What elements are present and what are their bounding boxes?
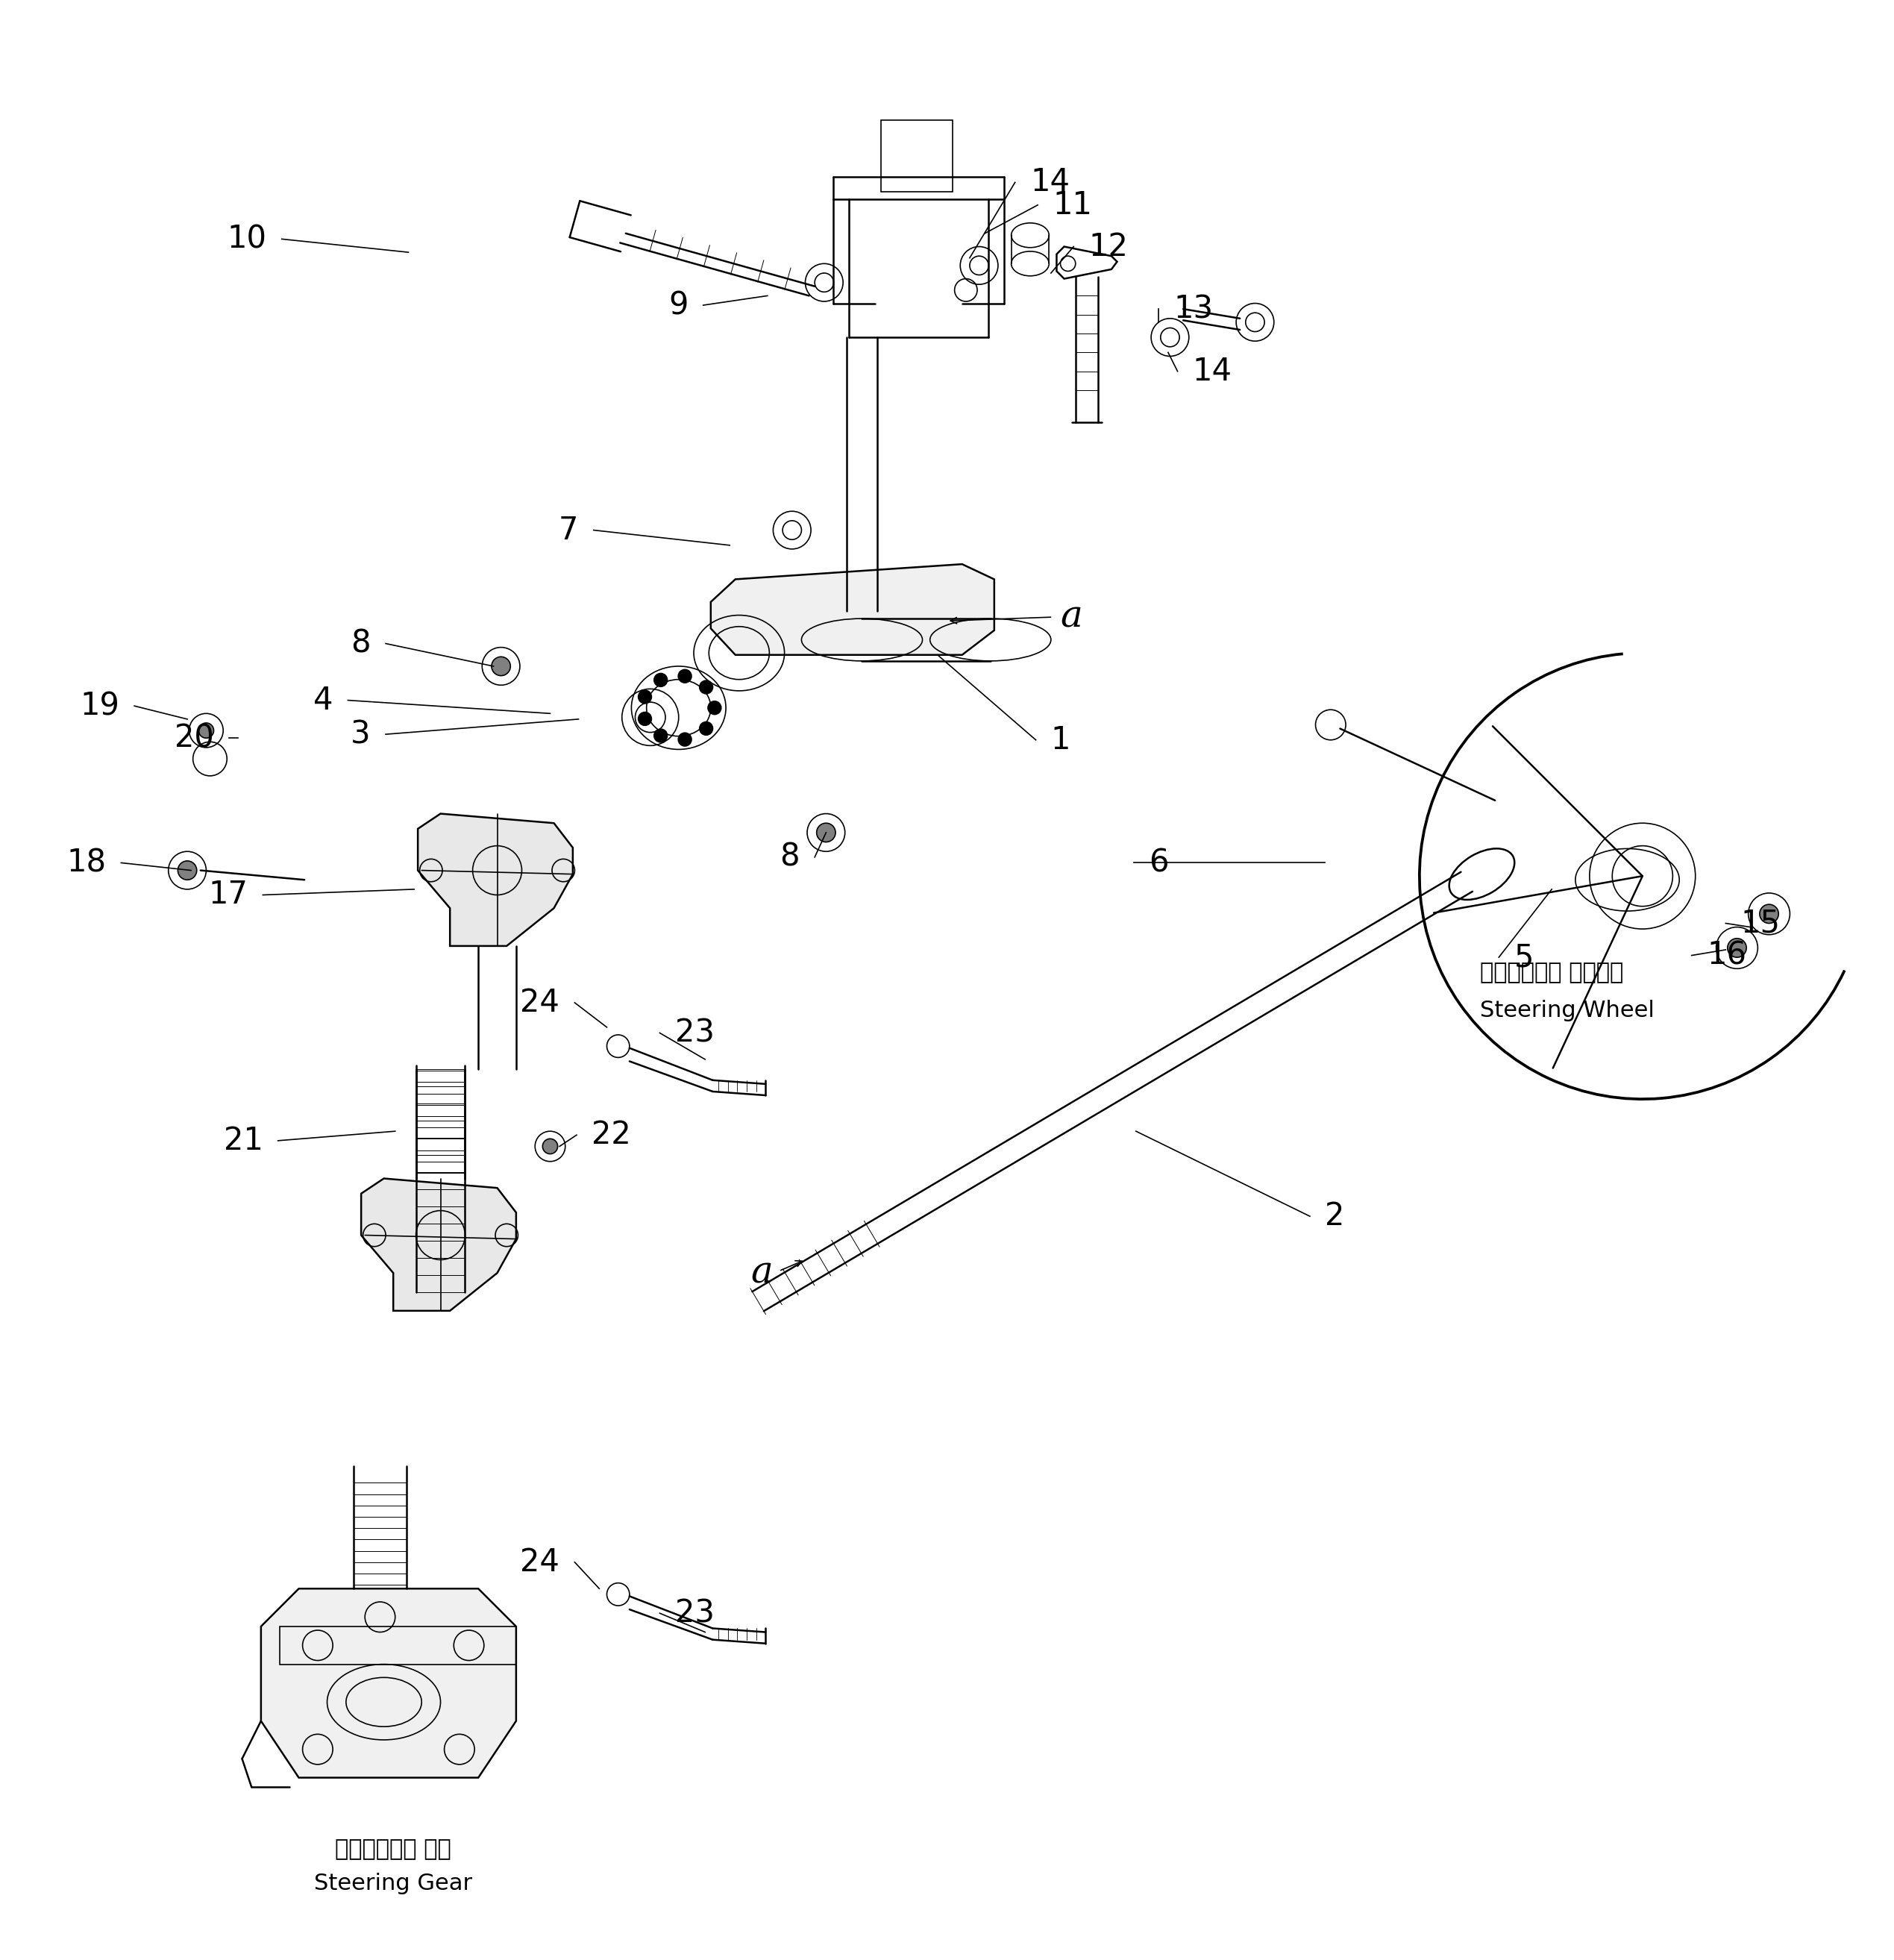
Text: 20: 20	[174, 723, 214, 755]
Text: 11: 11	[1053, 190, 1093, 221]
Circle shape	[653, 674, 667, 686]
Text: 8: 8	[780, 841, 799, 872]
Circle shape	[1760, 904, 1778, 923]
Text: 6: 6	[1150, 847, 1169, 878]
Text: 23: 23	[674, 1597, 714, 1629]
Text: 14: 14	[1193, 355, 1233, 386]
Text: ステアリング ホィール: ステアリング ホィール	[1479, 962, 1623, 984]
Polygon shape	[362, 1178, 515, 1311]
Text: 5: 5	[1513, 941, 1534, 972]
Bar	[280, 1627, 515, 1664]
Text: 24: 24	[521, 988, 559, 1019]
Text: ステアリング ギア: ステアリング ギア	[335, 1838, 451, 1860]
Text: 13: 13	[1174, 294, 1214, 325]
Circle shape	[638, 690, 652, 704]
Text: 19: 19	[80, 690, 119, 721]
Circle shape	[542, 1139, 557, 1154]
Text: 15: 15	[1741, 907, 1780, 939]
Text: 9: 9	[669, 290, 688, 321]
Text: 21: 21	[223, 1125, 263, 1156]
Circle shape	[199, 723, 214, 739]
Text: 23: 23	[674, 1017, 714, 1049]
Circle shape	[816, 823, 835, 843]
Circle shape	[638, 711, 652, 725]
Circle shape	[1727, 939, 1746, 956]
Text: Steering Wheel: Steering Wheel	[1479, 1000, 1653, 1021]
Text: 14: 14	[1030, 167, 1070, 198]
Text: 2: 2	[1326, 1201, 1345, 1233]
Circle shape	[492, 657, 511, 676]
Circle shape	[678, 670, 691, 682]
Bar	[881, 120, 953, 192]
Polygon shape	[1057, 247, 1117, 278]
Text: 1: 1	[1051, 725, 1070, 757]
Text: 7: 7	[559, 514, 578, 545]
Polygon shape	[261, 1590, 515, 1778]
Circle shape	[699, 680, 712, 694]
Circle shape	[178, 860, 197, 880]
Text: 3: 3	[350, 719, 371, 751]
Text: 24: 24	[521, 1546, 559, 1578]
Text: 10: 10	[227, 223, 267, 255]
Circle shape	[678, 733, 691, 747]
Circle shape	[653, 729, 667, 743]
Circle shape	[699, 721, 712, 735]
Text: 18: 18	[66, 847, 106, 878]
Text: a: a	[1061, 598, 1083, 635]
Text: 12: 12	[1089, 231, 1129, 263]
Text: 4: 4	[313, 684, 333, 715]
Polygon shape	[419, 813, 572, 947]
Polygon shape	[710, 564, 994, 655]
Text: 17: 17	[208, 880, 248, 911]
Text: Steering Gear: Steering Gear	[314, 1872, 472, 1893]
Text: 16: 16	[1706, 939, 1746, 970]
Circle shape	[708, 702, 722, 715]
Text: a: a	[750, 1254, 773, 1292]
Text: 8: 8	[350, 627, 371, 659]
Text: 22: 22	[591, 1119, 631, 1151]
